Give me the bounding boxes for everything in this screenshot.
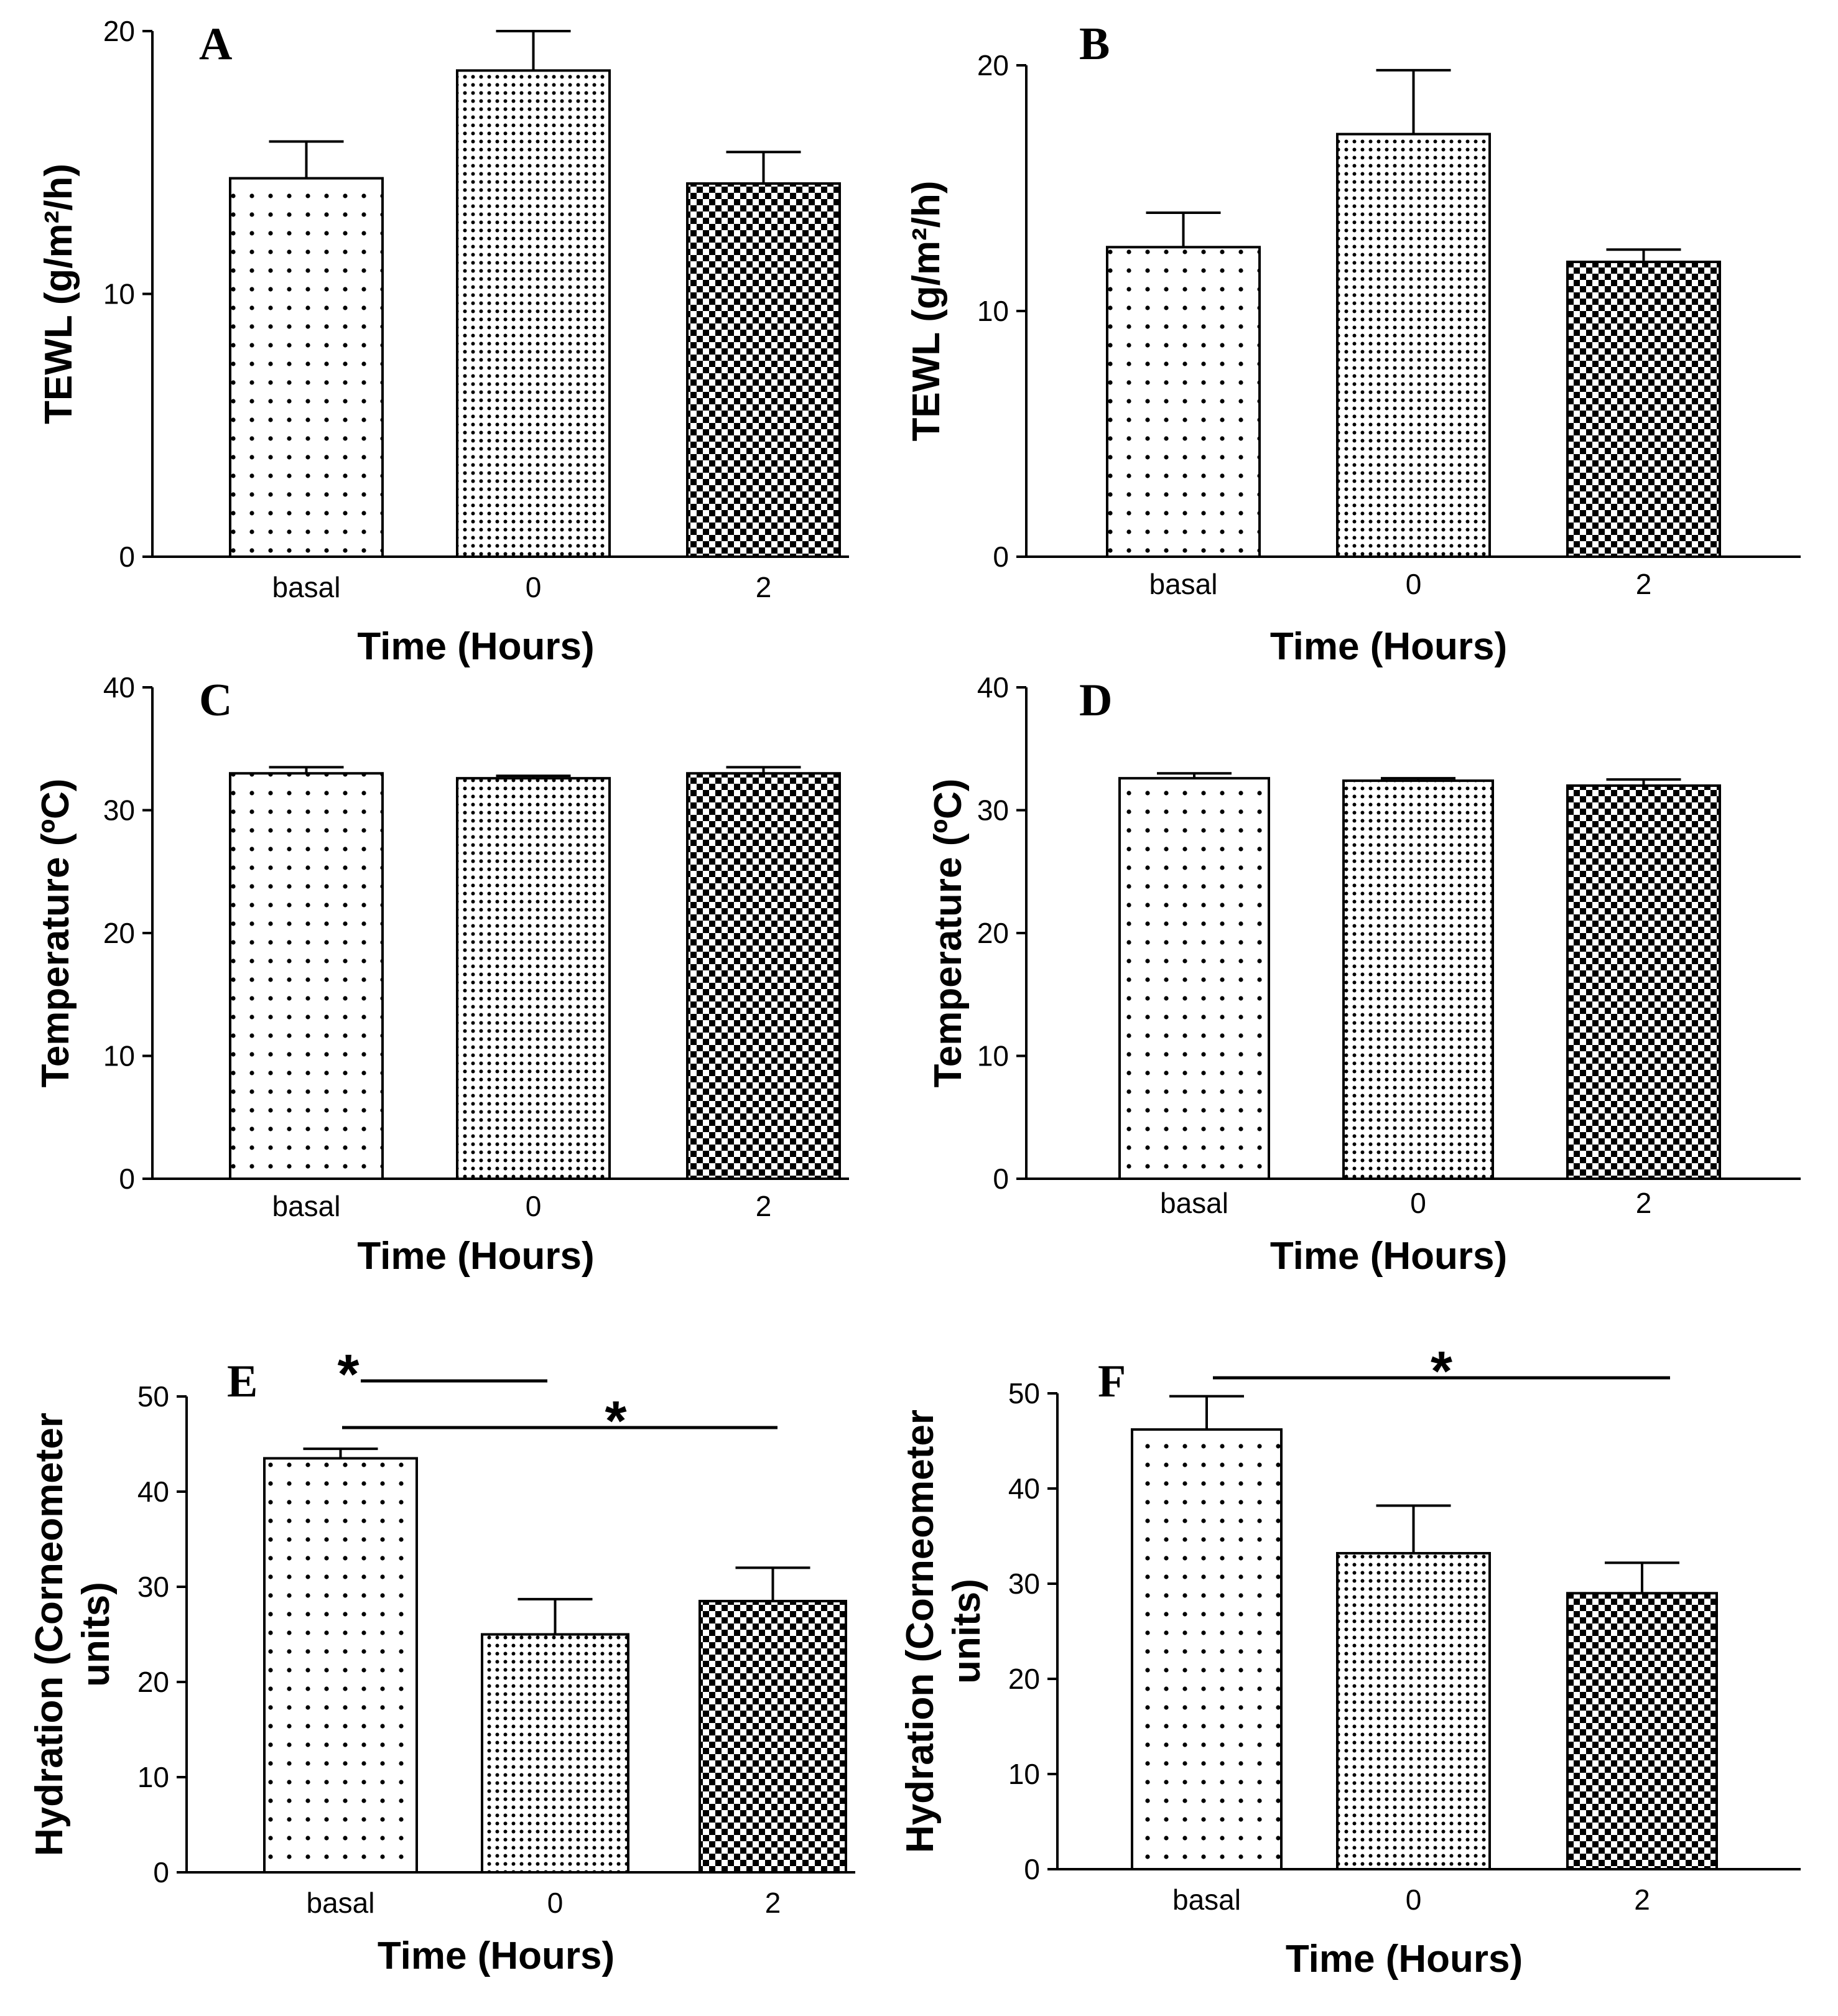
- y-axis-title: Hydration (Corneometer: [28, 1413, 71, 1856]
- x-tick-label-2h: 2: [765, 1887, 781, 1919]
- x-tick-label-2h: 2: [756, 571, 772, 603]
- bar-2h: [1566, 784, 1721, 1180]
- x-tick-label-2h: 2: [1636, 1187, 1652, 1219]
- bar-2h: [1566, 261, 1721, 558]
- chart-panel-c: 0 10 20 30 40 basal 0 2 Time (Hours) Temperature …: [34, 671, 849, 1278]
- x-tick-label-0h: 0: [547, 1887, 564, 1919]
- y-tick-label: 0: [993, 541, 1009, 573]
- y-tick-label: 0: [1024, 1853, 1040, 1885]
- y-tick-label: 40: [103, 671, 135, 704]
- bar-2h: [1566, 1592, 1718, 1871]
- y-tick-label: 40: [137, 1475, 169, 1508]
- y-tick-label: 0: [119, 1163, 135, 1195]
- bar-0h: [1336, 1552, 1491, 1871]
- chart-panel-d: 0 10 20 30 40 basal 0 2 Time (Hours) Temperature …: [927, 671, 1801, 1278]
- panel-label: A: [199, 19, 232, 70]
- bar-basal: [1106, 246, 1261, 558]
- x-tick-label-basal: basal: [272, 1190, 341, 1222]
- y-axis-title: Temperature (ºC): [34, 779, 77, 1088]
- x-tick-label-basal: basal: [307, 1887, 375, 1919]
- chart-panel-e: 0 10 20 30 40 50 basal 0 2 Time (Hours) Hydration …: [28, 1344, 855, 1977]
- y-tick-label: 20: [103, 917, 135, 949]
- panel-label: E: [227, 1356, 258, 1407]
- x-axis-title: Time (Hours): [1270, 625, 1507, 668]
- y-tick-label: 10: [103, 278, 135, 310]
- bar-basal: [229, 177, 384, 559]
- x-tick-label-basal: basal: [1172, 1884, 1241, 1916]
- x-axis-title: Time (Hours): [1270, 1235, 1507, 1278]
- y-tick-label: 10: [977, 295, 1009, 327]
- bar-basal: [1118, 777, 1270, 1180]
- y-tick-label: 40: [977, 671, 1009, 704]
- chart-panel-a: 0 10 20 basal 0 2 Time (Hours) TEWL (g/m²/h) A: [37, 15, 849, 668]
- chart-panel-f: 0 10 20 30 40 50 basal 0 2 Time (Hours) Hydration …: [899, 1340, 1801, 1981]
- panel-label: C: [199, 675, 232, 726]
- y-tick-label: 0: [119, 541, 135, 573]
- x-tick-label-0h: 0: [526, 1190, 542, 1222]
- y-tick-label: 30: [977, 794, 1009, 827]
- y-axis-title: units): [945, 1579, 988, 1684]
- x-tick-label-basal: basal: [272, 571, 341, 603]
- x-axis-title: Time (Hours): [378, 1935, 615, 1977]
- y-tick-label: 10: [103, 1040, 135, 1072]
- panel-label: D: [1079, 675, 1112, 726]
- x-tick-label-0h: 0: [1406, 568, 1422, 600]
- x-tick-label-basal: basal: [1149, 568, 1218, 600]
- y-tick-label: 50: [1008, 1377, 1040, 1410]
- x-axis-title: Time (Hours): [1286, 1938, 1523, 1981]
- x-tick-label-0h: 0: [1410, 1187, 1426, 1219]
- x-tick-label-basal: basal: [1160, 1187, 1228, 1219]
- y-tick-label: 30: [103, 794, 135, 827]
- y-axis-title: TEWL (g/m²/h): [905, 181, 948, 442]
- bar-0h: [1342, 779, 1494, 1180]
- significance-star: *: [1431, 1340, 1452, 1403]
- y-tick-label: 20: [1008, 1663, 1040, 1695]
- significance-star: *: [337, 1344, 359, 1406]
- x-axis-title: Time (Hours): [357, 625, 594, 668]
- y-tick-label: 0: [993, 1163, 1009, 1195]
- y-axis-title: TEWL (g/m²/h): [37, 164, 80, 424]
- panel-label: B: [1079, 19, 1110, 70]
- y-tick-label: 10: [1008, 1758, 1040, 1790]
- bar-basal: [229, 772, 384, 1180]
- x-tick-label-2h: 2: [1636, 568, 1652, 600]
- bar-0h: [456, 777, 611, 1180]
- y-axis-title: Hydration (Corneometer: [899, 1410, 942, 1853]
- significance-star: *: [605, 1390, 626, 1452]
- y-tick-label: 50: [137, 1380, 169, 1413]
- bar-2h: [699, 1599, 847, 1874]
- y-tick-label: 20: [137, 1666, 169, 1698]
- y-tick-label: 10: [137, 1761, 169, 1793]
- bar-basal: [263, 1457, 418, 1874]
- y-tick-label: 0: [153, 1856, 169, 1888]
- y-tick-label: 20: [103, 15, 135, 47]
- bar-2h: [686, 182, 841, 558]
- chart-panel-b: 0 10 20 basal 0 2 Time (Hours) TEWL (g/m²/h) B: [905, 19, 1801, 668]
- x-tick-label-0h: 0: [1406, 1884, 1422, 1916]
- x-tick-label-2h: 2: [756, 1190, 772, 1222]
- y-tick-label: 20: [977, 49, 1009, 81]
- bar-2h: [686, 772, 841, 1180]
- y-axis-title: units): [75, 1582, 118, 1687]
- x-tick-label-2h: 2: [1634, 1884, 1650, 1916]
- x-tick-label-0h: 0: [526, 571, 542, 603]
- bar-0h: [481, 1633, 629, 1874]
- panel-label: F: [1098, 1356, 1126, 1407]
- y-tick-label: 30: [1008, 1568, 1040, 1600]
- x-axis-title: Time (Hours): [357, 1235, 594, 1278]
- y-tick-label: 40: [1008, 1472, 1040, 1505]
- bar-0h: [456, 69, 611, 558]
- y-tick-label: 20: [977, 917, 1009, 949]
- bar-basal: [1131, 1428, 1283, 1870]
- y-axis-title: Temperature (ºC): [927, 779, 970, 1088]
- bar-0h: [1336, 132, 1491, 559]
- y-tick-label: 30: [137, 1571, 169, 1603]
- y-tick-label: 10: [977, 1040, 1009, 1072]
